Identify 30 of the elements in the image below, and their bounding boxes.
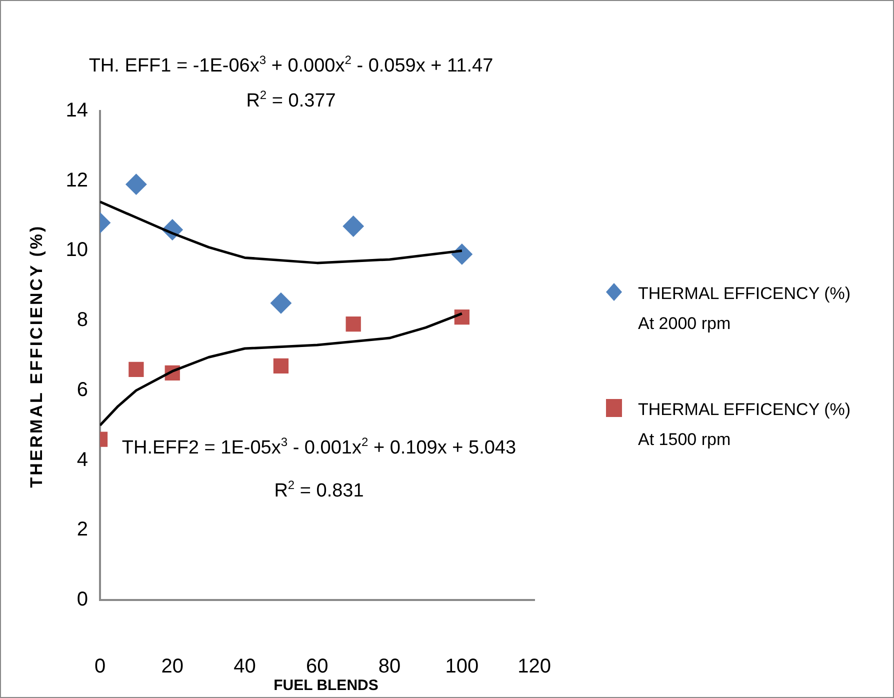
x-tick-label: 100 [445, 656, 479, 678]
point [454, 310, 470, 325]
x-axis-title: FUEL BLENDS [274, 677, 378, 694]
point [270, 292, 292, 314]
x-tick-label: 60 [306, 656, 328, 678]
y-tick-label: 14 [66, 100, 88, 122]
legend-label: THERMAL EFFICENCY (%) At 1500 rpm [638, 399, 852, 451]
annotation: R$^{2}$ = 0.831 [274, 478, 364, 502]
text: TH. EFF1 = -1E-06x$^{3}$ + 0.000x$^{2}$ - 0.059x + 11.47 [88, 53, 494, 78]
point [346, 316, 361, 332]
y-tick-label: 6 [76, 378, 88, 401]
x-tick-label: 0 [94, 656, 106, 678]
x-tick-label: 120 [518, 656, 552, 678]
x-tick-label: 40 [234, 656, 256, 678]
x-tick-label: 20 [161, 656, 184, 678]
y-tick-label: 0 [76, 588, 88, 611]
point [342, 216, 364, 237]
y-tick-label: 8 [76, 309, 88, 332]
y-tick-label: 4 [76, 448, 88, 471]
x-tick-label: 80 [378, 656, 401, 678]
y-tick-label: 12 [66, 169, 88, 192]
point [128, 362, 144, 378]
point [126, 174, 147, 195]
point [273, 358, 289, 374]
annotation: R$^{2}$ = 0.377 [246, 88, 336, 112]
y-axis-title: THERMAL EFFICIENCY (%) [27, 224, 47, 488]
annotation: TH.EFF2 = 1E-05x$^{3}$ - 0.001x$^{2}$ + 0.109x + 5.043 [122, 435, 516, 460]
y-tick-label: 10 [66, 239, 88, 262]
y-tick-label: 2 [76, 518, 88, 541]
legend-label: THERMAL EFFICENCY (%) At 2000 rpm [638, 283, 852, 335]
